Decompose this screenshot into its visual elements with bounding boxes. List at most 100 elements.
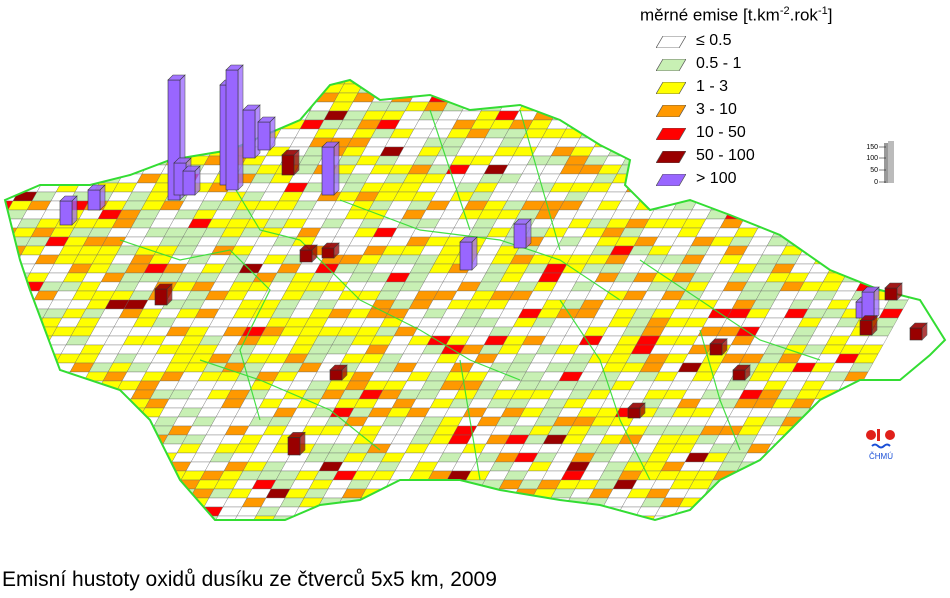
grid-cell: [895, 209, 921, 220]
grid-cell: [257, 92, 283, 103]
grid-cell: [926, 119, 945, 130]
grid-cell: [431, 497, 457, 508]
grid-cell: [28, 128, 54, 139]
grid-cell: [542, 92, 568, 103]
legend-swatch: [656, 151, 686, 163]
grid-cell: [421, 515, 447, 520]
grid-cell: [874, 110, 900, 121]
grid-cell: [27, 164, 53, 175]
grid-cell: [72, 83, 98, 94]
grid-cell: [5, 236, 13, 247]
grid-cell: [495, 80, 521, 85]
bar-top: [709, 338, 728, 345]
grid-cell: [11, 398, 37, 409]
bar-top: [732, 364, 751, 371]
grid-cell: [706, 515, 732, 520]
grid-cell: [668, 515, 694, 520]
legend-swatch-shape: [656, 82, 686, 94]
region-border: [199, 359, 381, 451]
grid-cell: [0, 462, 1, 471]
grid-cell: [85, 470, 111, 481]
grid-cell: [65, 506, 91, 517]
grid-cell: [5, 263, 17, 274]
grid-cell: [105, 92, 131, 103]
grid-cell: [262, 83, 288, 94]
grid-cell: [578, 506, 604, 517]
grid-cell: [86, 434, 112, 445]
bar-front: [225, 69, 239, 191]
bar-top: [513, 218, 532, 225]
grid-cell: [547, 83, 573, 94]
grid-cell: [696, 191, 722, 202]
country-border: [3, 78, 947, 522]
grid-cell: [70, 155, 96, 166]
grid-cell: [43, 443, 69, 454]
grid-cell: [537, 101, 563, 112]
grid-cell: [450, 497, 476, 508]
grid-cell: [45, 371, 71, 382]
grid-cell: [29, 434, 55, 445]
grid-cell: [5, 416, 27, 427]
grid-cell: [639, 191, 665, 202]
grid-cell: [5, 353, 24, 364]
grid-cell: [128, 461, 154, 472]
grid-cell: [870, 254, 896, 265]
grid-cell: [716, 497, 742, 508]
grid-cell: [13, 326, 39, 337]
grid-cell: [141, 506, 167, 517]
bar-front: [459, 241, 473, 271]
grid-cell: [185, 119, 211, 130]
grid-cell: [893, 110, 919, 121]
grid-cell: [95, 452, 121, 463]
grid-cell: [922, 92, 945, 103]
grid-cell: [889, 83, 915, 94]
grid-cell: [5, 155, 20, 166]
grid-cell: [412, 497, 438, 508]
grid-cell: [440, 515, 466, 520]
grid-cell: [82, 407, 108, 418]
grid-cell: [488, 497, 514, 508]
grid-cell: [631, 137, 657, 148]
height-scale-bar: 150 100 50 0: [866, 141, 894, 186]
map-grid-layer: [0, 80, 950, 520]
grid-cell: [552, 80, 578, 85]
grid-cell: [750, 128, 776, 139]
grid-cell: [658, 191, 684, 202]
grid-cell: [147, 461, 173, 472]
grid-cell: [862, 200, 888, 211]
grid-cell: [364, 515, 390, 520]
grid-cell: [61, 137, 87, 148]
emission-bar: [225, 64, 244, 191]
grid-cell: [819, 209, 845, 220]
grid-cell: [812, 119, 838, 130]
region-border: [699, 329, 741, 451]
grid-cell: [946, 120, 950, 129]
grid-cell: [865, 263, 891, 274]
grid-cell: [24, 101, 50, 112]
bar-front: [59, 200, 73, 226]
grid-cell: [5, 479, 30, 490]
grid-cell: [41, 515, 67, 520]
grid-cell: [5, 371, 14, 382]
grid-cell: [469, 497, 495, 508]
emission-bar: [709, 338, 728, 356]
grid-cell: [818, 80, 844, 85]
legend-label: 3 - 10: [696, 101, 737, 118]
grid-cell: [398, 488, 424, 499]
grid-cell: [5, 515, 10, 520]
grid-cell: [39, 416, 65, 427]
region-borders: [119, 109, 821, 481]
grid-cell: [774, 119, 800, 130]
grid-cell: [832, 83, 858, 94]
emission-bar: [859, 314, 878, 336]
grid-cell: [748, 200, 774, 211]
grid-cell: [821, 137, 847, 148]
grid-cell: [803, 101, 829, 112]
grid-cell: [773, 155, 799, 166]
grid-cell: [118, 479, 144, 490]
grid-cell: [117, 515, 143, 520]
grid-cell: [56, 146, 82, 157]
grid-cell: [94, 146, 120, 157]
grid-cell: [89, 155, 115, 166]
grid-cell: [745, 479, 771, 490]
